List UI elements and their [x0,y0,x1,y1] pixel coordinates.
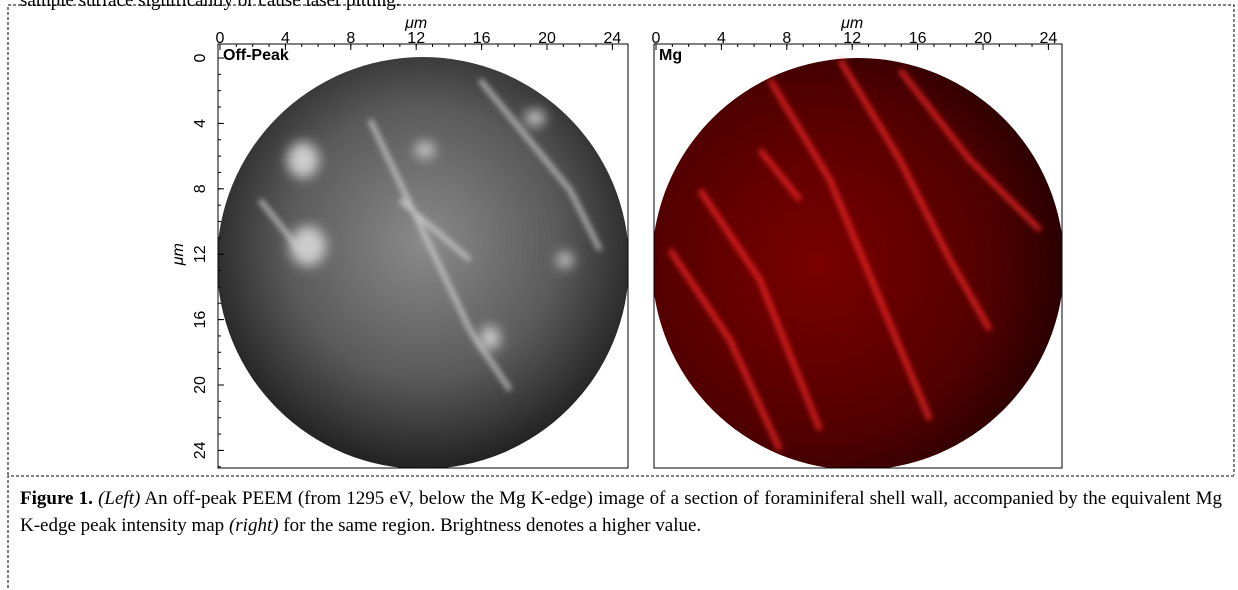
x-tick-label: 12 [843,30,861,47]
y-tick-label: 8 [192,184,209,193]
x-tick-label: 20 [538,30,556,47]
y-tick-label: 20 [192,376,209,394]
x-tick-label: 0 [652,30,661,47]
x-tick-label: 24 [604,30,622,47]
x-tick-label: 0 [216,30,225,47]
x-tick-label: 16 [473,30,491,47]
caption-text: (Left) [98,488,141,509]
y-tick-label: 0 [192,53,209,62]
caption-text: (right) [228,514,279,536]
x-tick-label: 4 [281,30,290,47]
y-tick-label: 16 [192,311,209,329]
panel-label: Mg [659,47,682,64]
x-tick-label: 8 [782,30,791,47]
y-tick-label: 24 [192,441,209,459]
mg-map-image [654,58,1062,468]
left-frame [217,43,629,469]
off-peak-image [218,57,628,468]
caption-border [7,475,1234,590]
caption: Figure 1. (Left) An off-peak PEEM (from … [20,486,1222,539]
caption-label: Figure 1. [20,488,93,509]
x-axis-label: μm [840,15,863,32]
x-tick-label: 4 [717,30,726,47]
x-tick-label: 24 [1040,30,1058,47]
right-frame [653,43,1063,469]
y-axis-label: μm [170,243,187,266]
figure-border [7,4,1235,475]
x-tick-label: 8 [346,30,355,47]
x-axis-label: μm [404,15,427,32]
y-tick-label: 4 [192,119,209,128]
caption-text: An off-peak PEEM (from 1295 eV, below th… [20,488,1223,536]
x-tick-label: 20 [974,30,992,47]
x-tick-label: 12 [407,30,425,47]
caption-text: for the same region. Brightness denotes … [278,514,702,536]
y-tick-label: 12 [192,245,209,263]
panel-label: Off-Peak [223,47,289,64]
x-tick-label: 16 [909,30,927,47]
